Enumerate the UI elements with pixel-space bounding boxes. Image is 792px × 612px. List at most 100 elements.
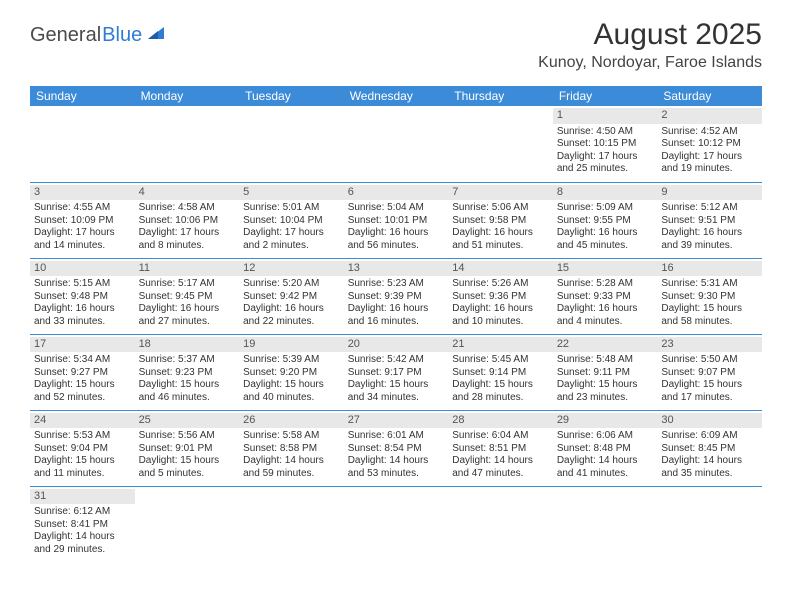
day-number: 19 [239, 337, 344, 353]
daylight-text: Daylight: 15 hours [34, 455, 131, 468]
day-number: 10 [30, 261, 135, 277]
sunset-text: Sunset: 10:04 PM [243, 215, 340, 228]
daylight-text: Daylight: 14 hours [661, 455, 758, 468]
day-number: 1 [553, 108, 658, 124]
day-number: 24 [30, 413, 135, 429]
calendar-day-cell [30, 106, 135, 182]
day-number: 26 [239, 413, 344, 429]
sunset-text: Sunset: 10:12 PM [661, 138, 758, 151]
sunrise-text: Sunrise: 5:12 AM [661, 202, 758, 215]
sunrise-text: Sunrise: 5:42 AM [348, 354, 445, 367]
day-number: 14 [448, 261, 553, 277]
sunrise-text: Sunrise: 6:04 AM [452, 430, 549, 443]
logo-sail-icon [146, 24, 168, 47]
sunset-text: Sunset: 9:27 PM [34, 367, 131, 380]
daylight-text: Daylight: 16 hours [557, 303, 654, 316]
daylight-text: Daylight: 16 hours [452, 303, 549, 316]
calendar-table: Sunday Monday Tuesday Wednesday Thursday… [30, 86, 762, 562]
day-number: 29 [553, 413, 658, 429]
daylight-text: and 45 minutes. [557, 240, 654, 253]
calendar-day-cell: 11Sunrise: 5:17 AMSunset: 9:45 PMDayligh… [135, 258, 240, 334]
daylight-text: Daylight: 15 hours [243, 379, 340, 392]
sunrise-text: Sunrise: 5:17 AM [139, 278, 236, 291]
sunrise-text: Sunrise: 5:06 AM [452, 202, 549, 215]
sunrise-text: Sunrise: 5:50 AM [661, 354, 758, 367]
calendar-day-cell: 31Sunrise: 6:12 AMSunset: 8:41 PMDayligh… [30, 486, 135, 562]
calendar-day-cell: 23Sunrise: 5:50 AMSunset: 9:07 PMDayligh… [657, 334, 762, 410]
sunset-text: Sunset: 10:06 PM [139, 215, 236, 228]
daylight-text: and 34 minutes. [348, 392, 445, 405]
sunset-text: Sunset: 9:42 PM [243, 291, 340, 304]
sunrise-text: Sunrise: 5:04 AM [348, 202, 445, 215]
calendar-day-cell: 9Sunrise: 5:12 AMSunset: 9:51 PMDaylight… [657, 182, 762, 258]
day-number: 6 [344, 185, 449, 201]
daylight-text: and 39 minutes. [661, 240, 758, 253]
sunrise-text: Sunrise: 5:26 AM [452, 278, 549, 291]
daylight-text: and 23 minutes. [557, 392, 654, 405]
daylight-text: and 4 minutes. [557, 316, 654, 329]
day-number: 31 [30, 489, 135, 505]
daylight-text: and 33 minutes. [34, 316, 131, 329]
calendar-day-cell: 25Sunrise: 5:56 AMSunset: 9:01 PMDayligh… [135, 410, 240, 486]
calendar-day-cell [448, 106, 553, 182]
daylight-text: Daylight: 16 hours [243, 303, 340, 316]
day-number: 25 [135, 413, 240, 429]
daylight-text: Daylight: 14 hours [452, 455, 549, 468]
daylight-text: and 35 minutes. [661, 468, 758, 481]
day-number: 3 [30, 185, 135, 201]
sunset-text: Sunset: 10:09 PM [34, 215, 131, 228]
daylight-text: and 19 minutes. [661, 163, 758, 176]
daylight-text: Daylight: 17 hours [139, 227, 236, 240]
day-number: 27 [344, 413, 449, 429]
sunset-text: Sunset: 8:48 PM [557, 443, 654, 456]
calendar-week-row: 17Sunrise: 5:34 AMSunset: 9:27 PMDayligh… [30, 334, 762, 410]
calendar-day-cell: 13Sunrise: 5:23 AMSunset: 9:39 PMDayligh… [344, 258, 449, 334]
daylight-text: Daylight: 17 hours [557, 151, 654, 164]
sunset-text: Sunset: 9:01 PM [139, 443, 236, 456]
daylight-text: and 46 minutes. [139, 392, 236, 405]
sunset-text: Sunset: 9:45 PM [139, 291, 236, 304]
calendar-day-cell: 7Sunrise: 5:06 AMSunset: 9:58 PMDaylight… [448, 182, 553, 258]
sunrise-text: Sunrise: 5:20 AM [243, 278, 340, 291]
sunset-text: Sunset: 8:54 PM [348, 443, 445, 456]
sunset-text: Sunset: 9:11 PM [557, 367, 654, 380]
sunrise-text: Sunrise: 4:58 AM [139, 202, 236, 215]
daylight-text: and 51 minutes. [452, 240, 549, 253]
sunset-text: Sunset: 9:07 PM [661, 367, 758, 380]
sunset-text: Sunset: 8:51 PM [452, 443, 549, 456]
calendar-day-cell [135, 106, 240, 182]
calendar-day-cell: 12Sunrise: 5:20 AMSunset: 9:42 PMDayligh… [239, 258, 344, 334]
daylight-text: Daylight: 15 hours [452, 379, 549, 392]
daylight-text: Daylight: 15 hours [557, 379, 654, 392]
day-number: 20 [344, 337, 449, 353]
daylight-text: and 5 minutes. [139, 468, 236, 481]
calendar-day-cell: 10Sunrise: 5:15 AMSunset: 9:48 PMDayligh… [30, 258, 135, 334]
daylight-text: and 59 minutes. [243, 468, 340, 481]
daylight-text: Daylight: 16 hours [348, 227, 445, 240]
day-number: 13 [344, 261, 449, 277]
daylight-text: Daylight: 16 hours [452, 227, 549, 240]
sunset-text: Sunset: 9:23 PM [139, 367, 236, 380]
weekday-header: Saturday [657, 86, 762, 106]
daylight-text: Daylight: 15 hours [139, 455, 236, 468]
sunrise-text: Sunrise: 5:15 AM [34, 278, 131, 291]
sunset-text: Sunset: 9:55 PM [557, 215, 654, 228]
daylight-text: Daylight: 14 hours [348, 455, 445, 468]
daylight-text: and 25 minutes. [557, 163, 654, 176]
daylight-text: and 58 minutes. [661, 316, 758, 329]
weekday-header: Friday [553, 86, 658, 106]
calendar-week-row: 10Sunrise: 5:15 AMSunset: 9:48 PMDayligh… [30, 258, 762, 334]
sunset-text: Sunset: 10:15 PM [557, 138, 654, 151]
sunrise-text: Sunrise: 5:48 AM [557, 354, 654, 367]
sunrise-text: Sunrise: 5:28 AM [557, 278, 654, 291]
location-text: Kunoy, Nordoyar, Faroe Islands [538, 54, 762, 72]
day-number: 16 [657, 261, 762, 277]
daylight-text: and 22 minutes. [243, 316, 340, 329]
sunrise-text: Sunrise: 4:55 AM [34, 202, 131, 215]
daylight-text: and 40 minutes. [243, 392, 340, 405]
sunrise-text: Sunrise: 6:12 AM [34, 506, 131, 519]
day-number: 5 [239, 185, 344, 201]
sunset-text: Sunset: 9:20 PM [243, 367, 340, 380]
sunset-text: Sunset: 9:58 PM [452, 215, 549, 228]
calendar-day-cell: 14Sunrise: 5:26 AMSunset: 9:36 PMDayligh… [448, 258, 553, 334]
